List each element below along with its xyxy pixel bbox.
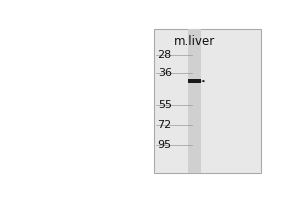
Bar xyxy=(154,29,261,173)
Bar xyxy=(188,29,201,173)
Text: 36: 36 xyxy=(158,68,172,78)
Polygon shape xyxy=(201,80,204,82)
Text: 28: 28 xyxy=(158,50,172,60)
Bar xyxy=(188,79,200,83)
Text: 72: 72 xyxy=(158,120,172,130)
Text: m.liver: m.liver xyxy=(174,35,215,48)
Text: 95: 95 xyxy=(158,140,172,150)
Text: 55: 55 xyxy=(158,100,172,110)
